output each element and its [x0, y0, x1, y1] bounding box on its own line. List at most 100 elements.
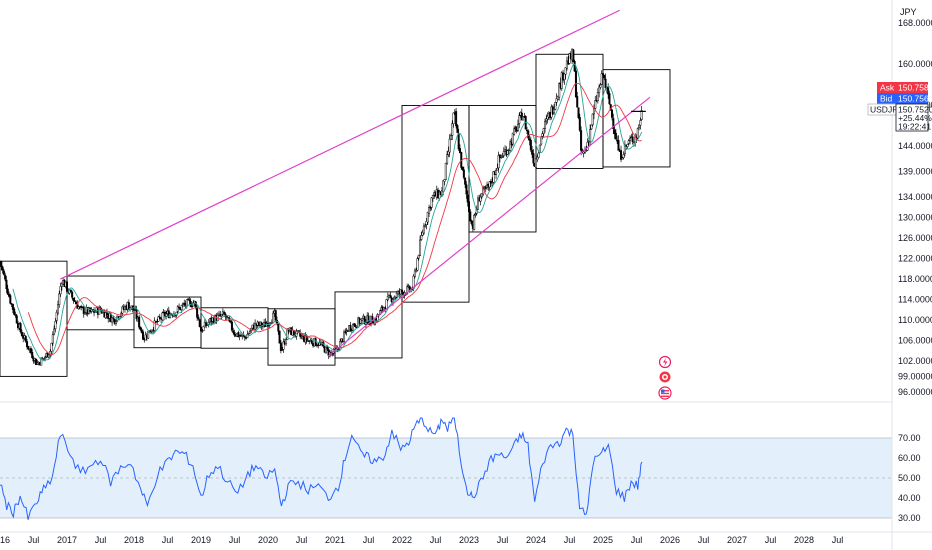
price-tick-label: 96.00000	[898, 387, 932, 397]
trendline-lower[interactable]	[327, 96, 651, 357]
candle-body	[554, 102, 557, 110]
candle-body	[140, 329, 143, 333]
candle-body	[373, 319, 376, 325]
candle-body	[157, 316, 160, 322]
candle-body	[558, 83, 561, 98]
candle-body	[473, 215, 476, 230]
candle-body	[560, 72, 563, 89]
candle-body	[631, 136, 634, 142]
time-tick-label: 2025	[593, 535, 613, 545]
candle-body	[139, 326, 142, 330]
candle-body	[55, 312, 58, 321]
price-axis[interactable]: 168.00000160.00000152.00000144.00000139.…	[898, 18, 932, 397]
candle-body	[417, 254, 420, 259]
time-tick-label: 2017	[57, 535, 77, 545]
candle-body	[479, 196, 482, 202]
candle-body	[2, 270, 5, 275]
candle-body	[564, 67, 567, 75]
candle-body	[53, 328, 56, 335]
candle-body	[1, 266, 4, 271]
ma-slow-line	[27, 82, 642, 355]
rsi-axis[interactable]: 70.00 60.00 50.00 40.00 30.00	[898, 433, 921, 523]
candle-body	[591, 113, 594, 126]
candle-body	[227, 317, 230, 319]
candle-body	[114, 321, 117, 325]
candle-body	[501, 156, 504, 158]
candle-body	[42, 358, 45, 360]
ma-fast-line	[12, 63, 643, 362]
candle-body	[468, 201, 470, 213]
candle-body	[640, 110, 643, 120]
candle-body	[474, 213, 477, 216]
flag-us-icon[interactable]	[658, 386, 672, 400]
candle-body	[54, 321, 57, 329]
price-tick-label: 168.00000	[898, 18, 932, 28]
candle-body	[354, 325, 357, 327]
candle-body	[449, 135, 452, 140]
candle-body	[522, 116, 525, 121]
time-tick-label: Jul	[497, 535, 509, 545]
candle-body	[40, 357, 43, 366]
candle-body	[464, 177, 467, 185]
candle-body	[180, 305, 183, 310]
time-tick-label: Jul	[28, 535, 40, 545]
candle-body	[29, 348, 32, 353]
candle-body	[363, 316, 366, 325]
candle-body	[470, 220, 473, 224]
candle-body	[555, 98, 558, 103]
candle-body	[513, 128, 516, 135]
candle-body	[462, 169, 465, 178]
candle-body	[477, 197, 480, 210]
candle-body	[502, 151, 505, 156]
candle-body	[161, 312, 164, 321]
time-tick-label: 2028	[794, 535, 814, 545]
candle-body	[603, 75, 606, 79]
candle-body	[598, 86, 601, 94]
target-icon[interactable]	[659, 371, 671, 383]
quote-badges: JPY Ask 150.75800 Bid 150.75600 USDJPY 1…	[867, 7, 932, 132]
candle-body	[230, 321, 233, 331]
candle-body	[135, 309, 138, 320]
candle-body	[56, 304, 59, 314]
candle-body	[532, 153, 535, 164]
candle-body	[196, 307, 199, 318]
candle-body	[461, 166, 464, 170]
change-percent: +25.44%	[898, 113, 932, 123]
time-tick-label: 2020	[258, 535, 278, 545]
candle-body	[158, 316, 161, 319]
rsi-series	[0, 417, 643, 520]
candle-body	[612, 118, 615, 129]
candle-body	[232, 330, 235, 333]
candle-body	[577, 107, 580, 118]
candle-body	[225, 315, 228, 318]
rsi-tick-label: 40.00	[898, 493, 921, 503]
price-tick-label: 118.00000	[898, 274, 932, 284]
candle-body	[542, 128, 545, 134]
candle-body	[66, 281, 68, 292]
last-price-badge	[895, 103, 929, 132]
trendlines[interactable]	[60, 9, 651, 357]
candle-body	[138, 316, 141, 328]
candle-body	[310, 340, 313, 344]
candle-body	[47, 354, 50, 358]
candle-body	[495, 170, 498, 175]
candle-body	[425, 220, 428, 225]
candle-body	[638, 124, 641, 129]
candle-body	[121, 306, 124, 314]
price-candles	[0, 48, 643, 366]
candle-body	[535, 158, 537, 168]
candle-body	[447, 151, 450, 155]
time-axis[interactable]: 16 Jul 2017 Jul 2018 Jul 2019 Jul 2020 Jul 2021 Jul…	[0, 535, 843, 545]
candle-body	[364, 322, 367, 325]
candle-body	[13, 308, 16, 315]
candle-body	[274, 310, 277, 321]
candle-body	[563, 73, 566, 80]
candle-body	[31, 351, 34, 359]
candle-body	[496, 167, 499, 171]
lightning-icon[interactable]	[658, 355, 672, 369]
candle-body	[165, 313, 168, 317]
trendline-upper[interactable]	[60, 9, 621, 280]
rsi-tick-label: 60.00	[898, 453, 921, 463]
candle-body	[420, 235, 423, 240]
